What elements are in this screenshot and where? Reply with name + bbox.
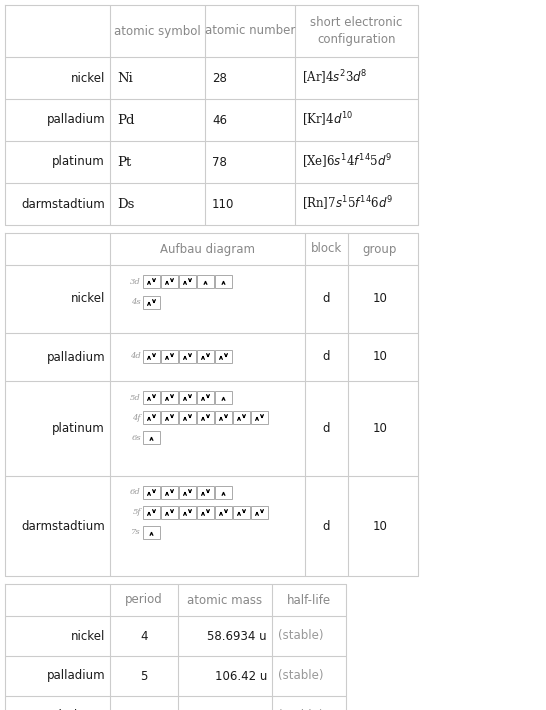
Text: (stable): (stable) bbox=[278, 670, 323, 682]
Text: block: block bbox=[311, 243, 342, 256]
Text: platinum: platinum bbox=[52, 155, 105, 168]
Text: (stable): (stable) bbox=[278, 630, 323, 643]
Bar bbox=[197, 391, 214, 404]
Text: nickel: nickel bbox=[70, 72, 105, 84]
Bar bbox=[233, 411, 250, 424]
Text: 7s: 7s bbox=[132, 528, 141, 537]
Text: 10: 10 bbox=[372, 293, 388, 305]
Text: d: d bbox=[323, 520, 330, 532]
Text: 78: 78 bbox=[212, 155, 227, 168]
Text: darmstadtium: darmstadtium bbox=[21, 520, 105, 532]
Bar bbox=[251, 411, 268, 424]
Text: [Ar]4$s^2$3$d^8$: [Ar]4$s^2$3$d^8$ bbox=[302, 69, 367, 87]
Text: 58.6934 u: 58.6934 u bbox=[207, 630, 267, 643]
Text: Ds: Ds bbox=[117, 197, 134, 210]
Text: Pt: Pt bbox=[117, 155, 131, 168]
Text: 6s: 6s bbox=[132, 434, 141, 442]
Bar bbox=[143, 275, 160, 288]
Text: d: d bbox=[323, 422, 330, 435]
Text: 10: 10 bbox=[372, 520, 388, 532]
Bar bbox=[251, 506, 268, 519]
Bar bbox=[161, 411, 178, 424]
Text: 10: 10 bbox=[372, 351, 388, 364]
Text: palladium: palladium bbox=[46, 670, 105, 682]
Bar bbox=[143, 486, 160, 499]
Text: Ni: Ni bbox=[117, 72, 133, 84]
Bar bbox=[197, 411, 214, 424]
Text: 10: 10 bbox=[372, 422, 388, 435]
Text: nickel: nickel bbox=[70, 293, 105, 305]
Text: atomic symbol: atomic symbol bbox=[114, 25, 201, 38]
Text: 4d: 4d bbox=[130, 352, 141, 361]
Text: 3d: 3d bbox=[130, 278, 141, 285]
Text: atomic mass: atomic mass bbox=[187, 594, 263, 606]
Bar bbox=[161, 506, 178, 519]
Bar bbox=[215, 275, 232, 288]
Bar bbox=[179, 411, 196, 424]
Bar bbox=[179, 391, 196, 404]
Bar bbox=[161, 275, 178, 288]
Text: 5d: 5d bbox=[130, 393, 141, 401]
Bar bbox=[143, 431, 160, 444]
Text: half-life: half-life bbox=[287, 594, 331, 606]
Text: 5f: 5f bbox=[133, 508, 141, 516]
Bar bbox=[143, 411, 160, 424]
Text: period: period bbox=[125, 594, 163, 606]
Bar bbox=[143, 350, 160, 363]
Text: 106.42 u: 106.42 u bbox=[215, 670, 267, 682]
Bar bbox=[179, 486, 196, 499]
Bar bbox=[197, 275, 214, 288]
Text: 4s: 4s bbox=[132, 298, 141, 307]
Text: nickel: nickel bbox=[70, 630, 105, 643]
Bar bbox=[179, 275, 196, 288]
Bar bbox=[215, 486, 232, 499]
Text: [Xe]6$s^1$4$f^{14}$5$d^9$: [Xe]6$s^1$4$f^{14}$5$d^9$ bbox=[302, 153, 392, 171]
Bar bbox=[197, 506, 214, 519]
Bar bbox=[215, 411, 232, 424]
Bar bbox=[215, 391, 232, 404]
Text: palladium: palladium bbox=[46, 114, 105, 126]
Bar bbox=[197, 486, 214, 499]
Text: d: d bbox=[323, 351, 330, 364]
Bar bbox=[197, 350, 214, 363]
Text: group: group bbox=[363, 243, 397, 256]
Text: [Rn]7$s^1$5$f^{14}$6$d^9$: [Rn]7$s^1$5$f^{14}$6$d^9$ bbox=[302, 195, 393, 213]
Text: palladium: palladium bbox=[46, 351, 105, 364]
Text: 110: 110 bbox=[212, 197, 234, 210]
Bar bbox=[215, 506, 232, 519]
Bar bbox=[233, 506, 250, 519]
Text: short electronic
configuration: short electronic configuration bbox=[310, 16, 403, 46]
Text: 28: 28 bbox=[212, 72, 227, 84]
Bar bbox=[143, 391, 160, 404]
Text: Pd: Pd bbox=[117, 114, 134, 126]
Text: darmstadtium: darmstadtium bbox=[21, 197, 105, 210]
Bar bbox=[161, 391, 178, 404]
Bar bbox=[179, 506, 196, 519]
Text: 4f: 4f bbox=[133, 413, 141, 422]
Text: 4: 4 bbox=[140, 630, 148, 643]
Text: d: d bbox=[323, 293, 330, 305]
Text: 5: 5 bbox=[140, 670, 147, 682]
Bar bbox=[161, 350, 178, 363]
Text: platinum: platinum bbox=[52, 422, 105, 435]
Bar bbox=[215, 350, 232, 363]
Text: [Kr]4$d^{10}$: [Kr]4$d^{10}$ bbox=[302, 111, 353, 129]
Bar bbox=[143, 296, 160, 309]
Bar bbox=[143, 506, 160, 519]
Bar bbox=[161, 486, 178, 499]
Text: 46: 46 bbox=[212, 114, 227, 126]
Text: Aufbau diagram: Aufbau diagram bbox=[160, 243, 255, 256]
Bar bbox=[143, 526, 160, 539]
Text: atomic number: atomic number bbox=[205, 25, 295, 38]
Bar bbox=[179, 350, 196, 363]
Text: 6d: 6d bbox=[130, 488, 141, 496]
